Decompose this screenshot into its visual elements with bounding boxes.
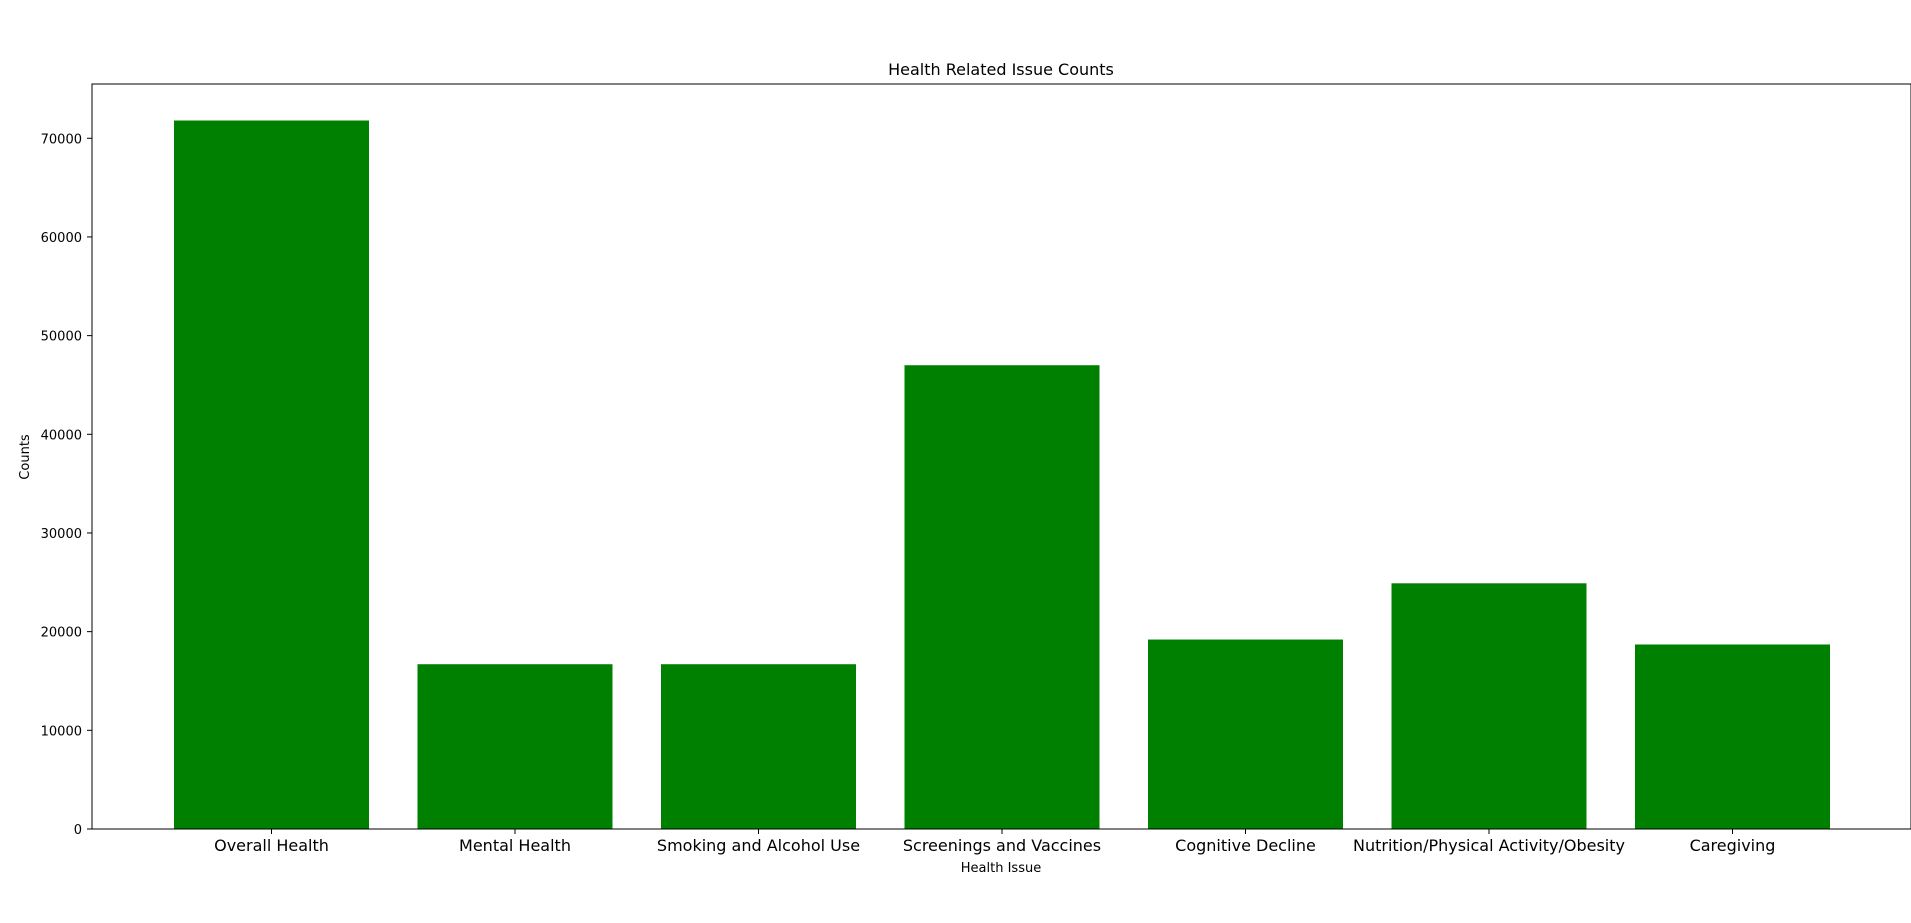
x-axis-ticks: Overall Health Mental Health Smoking and A… [214,829,1775,855]
y-axis-ticks: 0 10000 20000 30000 40000 50000 60000 70000 [41,132,92,838]
x-tick-label: Smoking and Alcohol Use [657,836,860,855]
bar [174,120,369,829]
x-axis-label: Health Issue [961,861,1041,876]
y-tick-label: 50000 [41,330,82,345]
y-tick-label: 70000 [41,132,82,147]
y-tick-label: 20000 [41,626,82,641]
x-tick-label: Overall Health [214,836,329,855]
bar [1391,583,1587,829]
bar [1635,644,1830,829]
y-tick-label: 0 [74,823,82,838]
y-axis-label: Counts [18,434,33,480]
bar [1148,639,1343,829]
y-tick-label: 40000 [41,428,82,443]
bar [904,365,1100,829]
x-tick-label: Cognitive Decline [1175,836,1316,855]
y-tick-label: 60000 [41,231,82,246]
y-tick-label: 10000 [41,724,82,739]
x-tick-label: Caregiving [1690,836,1776,855]
bars-group [174,120,1830,829]
chart-title: Health Related Issue Counts [888,60,1114,79]
x-tick-label: Nutrition/Physical Activity/Obesity [1353,836,1625,855]
bar [661,664,856,829]
x-tick-label: Mental Health [459,836,571,855]
y-tick-label: 30000 [41,527,82,542]
plot-frame [91,83,1911,830]
bar [417,664,613,829]
x-tick-label: Screenings and Vaccines [903,836,1101,855]
